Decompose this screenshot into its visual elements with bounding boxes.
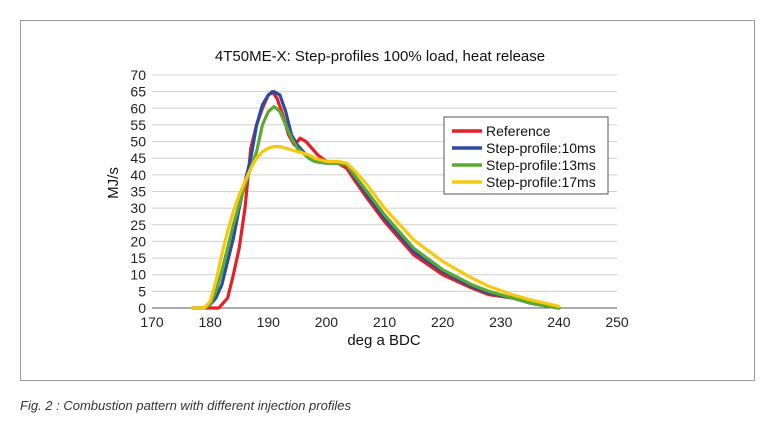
x-tick-label: 170 — [140, 314, 164, 330]
y-tick-label: 55 — [130, 117, 146, 133]
y-tick-label: 60 — [130, 100, 146, 116]
y-tick-label: 10 — [130, 267, 146, 283]
chart-frame — [20, 20, 755, 381]
y-tick-label: 20 — [130, 233, 146, 249]
x-tick-labels: 170 180 190 200 210 220 230 240 250 — [140, 314, 629, 330]
y-tick-label: 35 — [130, 184, 146, 200]
y-tick-label: 30 — [130, 200, 146, 216]
legend-label: Reference — [486, 123, 551, 139]
x-tick-label: 240 — [547, 314, 571, 330]
x-tick-label: 190 — [257, 314, 281, 330]
y-tick-label: 5 — [138, 283, 146, 299]
x-tick-label: 250 — [605, 314, 629, 330]
y-tick-label: 50 — [130, 134, 146, 150]
caption-text: : Combustion pattern with different inje… — [56, 398, 351, 413]
x-tick-label: 200 — [315, 314, 339, 330]
y-tick-label: 0 — [138, 300, 146, 316]
y-axis-title: MJ/s — [105, 167, 122, 199]
series-lines — [191, 90, 561, 310]
x-axis-title: deg a BDC — [347, 332, 421, 349]
series-line — [191, 90, 561, 310]
series-line — [191, 145, 561, 310]
x-tick-label: 230 — [489, 314, 513, 330]
legend-label: Step-profile:13ms — [486, 157, 596, 173]
x-tick-label: 210 — [373, 314, 397, 330]
caption-figure-number: Fig. 2 — [20, 398, 53, 413]
y-tick-label: 70 — [130, 67, 146, 83]
series-line — [191, 105, 561, 310]
y-tick-label: 40 — [130, 167, 146, 183]
y-tick-label: 25 — [130, 217, 146, 233]
legend-label: Step-profile:17ms — [486, 174, 596, 190]
x-tick-label: 180 — [198, 314, 222, 330]
chart-title: 4T50ME-X: Step-profiles 100% load, heat … — [215, 48, 545, 65]
legend-label: Step-profile:10ms — [486, 140, 596, 156]
y-tick-label: 65 — [130, 84, 146, 100]
legend: ReferenceStep-profile:10msStep-profile:1… — [443, 116, 609, 195]
y-tick-label: 15 — [130, 250, 146, 266]
figure-caption: Fig. 2 : Combustion pattern with differe… — [20, 398, 351, 413]
y-tick-label: 45 — [130, 150, 146, 166]
series-line — [191, 90, 561, 310]
x-tick-label: 220 — [431, 314, 455, 330]
